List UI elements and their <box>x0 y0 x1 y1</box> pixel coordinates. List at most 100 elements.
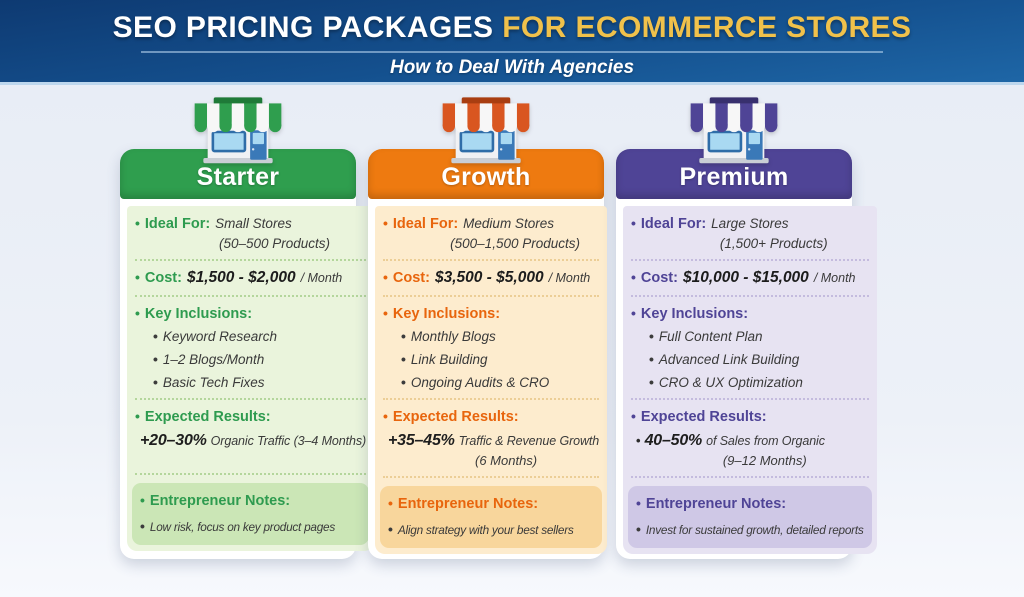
section-divider <box>383 476 600 478</box>
bullet: • <box>153 328 158 344</box>
section-divider <box>631 476 869 478</box>
expected-results-label: Expected Results: <box>640 409 767 425</box>
inclusion-item: • Basic Tech Fixes <box>153 374 265 390</box>
notes-label: Entrepreneur Notes: <box>397 496 539 512</box>
section-divider <box>631 259 869 261</box>
inclusion-item: • Monthly Blogs <box>401 328 496 344</box>
inclusion-item: • Advanced Link Building <box>649 351 800 367</box>
bullet: • <box>135 408 140 424</box>
title-main: SEO PRICING PACKAGES <box>112 11 503 44</box>
cost-section: • Cost: $1,500 - $2,000 / Month <box>135 269 366 287</box>
notes-value: Low risk, focus on key product pages <box>149 520 336 534</box>
inclusion-item: • Keyword Research <box>153 328 277 344</box>
bullet: • <box>383 305 388 321</box>
section-divider <box>631 398 869 400</box>
storefront-icon <box>434 92 538 172</box>
pricing-card-premium: Premium • Ideal For: Large Stores (1,500+ … <box>616 97 877 559</box>
bullet: • <box>631 305 636 321</box>
tier-name: Growth <box>441 163 531 191</box>
cost-value: $3,500 - $5,000 <box>434 269 544 286</box>
ideal-for-label: Ideal For: <box>640 216 707 232</box>
cost-label: Cost: <box>144 270 182 286</box>
bullet: • <box>388 495 393 511</box>
bullet: • <box>649 374 654 390</box>
key-inclusions-section: • Key Inclusions: • Full Content Plan • Adv… <box>631 305 869 390</box>
storefront-icon <box>186 92 290 172</box>
entrepreneur-notes-panel: • Entrepreneur Notes: • Align strategy wit… <box>380 486 603 548</box>
bullet: • <box>383 408 388 424</box>
ideal-for-sub: (500–1,500 Products) <box>450 236 580 251</box>
banner-divider <box>141 51 883 53</box>
header-banner: SEO PRICING PACKAGES FOR ECOMMERCE STORE… <box>0 0 1024 85</box>
bullet: • <box>636 521 641 537</box>
ideal-for-section: • Ideal For: Medium Stores (500–1,500 Prod… <box>383 215 599 251</box>
ideal-for-sub: (50–500 Products) <box>218 236 331 251</box>
bullet: • <box>135 215 140 231</box>
results-bullet: • <box>636 433 641 448</box>
bullet: • <box>135 269 140 285</box>
results-highlight: +20–30% <box>140 432 207 449</box>
entrepreneur-notes-panel: • Entrepreneur Notes: • Invest for sustain… <box>628 486 872 548</box>
section-divider <box>383 259 600 261</box>
bullet: • <box>388 521 393 537</box>
pricing-card-growth: Growth • Ideal For: Medium Stores (500–1,5… <box>368 97 608 559</box>
results-text: Organic Traffic (3–4 Months) <box>210 434 367 448</box>
cost-value: $1,500 - $2,000 <box>186 269 296 286</box>
section-divider <box>135 259 367 261</box>
expected-results-section: • Expected Results: • 40–50% of Sales from … <box>631 408 869 468</box>
inclusion-item: • Full Content Plan <box>649 328 763 344</box>
bullet: • <box>140 492 145 508</box>
bullet: • <box>401 328 406 344</box>
ideal-for-label: Ideal For: <box>144 216 211 232</box>
notes-label: Entrepreneur Notes: <box>645 496 787 512</box>
ideal-for-section: • Ideal For: Large Stores (1,500+ Products… <box>631 215 869 251</box>
key-inclusions-section: • Key Inclusions: • Monthly Blogs • Link Bu… <box>383 305 599 390</box>
pricing-card-starter: Starter • Ideal For: Small Stores (50–500 … <box>120 97 375 559</box>
bullet: • <box>401 351 406 367</box>
section-divider <box>383 295 600 297</box>
ideal-for-value: Large Stores <box>711 216 789 231</box>
entrepreneur-notes-panel: • Entrepreneur Notes: • Low risk, focus on… <box>132 483 370 545</box>
inclusion-item: • Link Building <box>401 351 488 367</box>
section-divider <box>631 295 869 297</box>
bullet: • <box>649 351 654 367</box>
pricing-cards-row: Starter • Ideal For: Small Stores (50–500 … <box>0 97 998 559</box>
title-accent: FOR ECOMMERCE STORES <box>502 11 912 44</box>
tier-header: Starter <box>120 149 356 199</box>
results-sub: (6 Months) <box>475 453 538 468</box>
inclusion-item: • 1–2 Blogs/Month <box>153 351 265 367</box>
section-divider <box>135 398 367 400</box>
bullet: • <box>135 305 140 321</box>
bullet: • <box>649 328 654 344</box>
cost-section: • Cost: $3,500 - $5,000 / Month <box>383 269 599 287</box>
expected-results-section: • Expected Results: +35–45% Traffic & Reve… <box>383 408 599 468</box>
card-body: • Ideal For: Small Stores (50–500 Products… <box>120 199 375 559</box>
bullet: • <box>636 495 641 511</box>
bullet: • <box>153 351 158 367</box>
bullet: • <box>631 408 636 424</box>
cost-suffix: / Month <box>548 271 591 285</box>
cost-label: Cost: <box>392 270 430 286</box>
expected-results-label: Expected Results: <box>144 409 271 425</box>
results-text: of Sales from Organic <box>706 434 825 448</box>
key-inclusions-label: Key Inclusions: <box>144 306 253 322</box>
expected-results-label: Expected Results: <box>392 409 519 425</box>
cost-value: $10,000 - $15,000 <box>682 269 809 286</box>
section-divider <box>383 398 600 400</box>
storefront-icon <box>682 92 786 172</box>
notes-value: Invest for sustained growth, detailed re… <box>645 523 864 537</box>
ideal-for-label: Ideal For: <box>392 216 459 232</box>
section-divider <box>135 473 367 475</box>
bullet: • <box>140 518 145 534</box>
notes-value: Align strategy with your best sellers <box>397 523 574 537</box>
notes-label: Entrepreneur Notes: <box>149 493 291 509</box>
key-inclusions-label: Key Inclusions: <box>392 306 501 322</box>
tier-name: Starter <box>196 163 280 191</box>
expected-results-section: • Expected Results: +20–30% Organic Traffi… <box>135 408 366 450</box>
bullet: • <box>631 215 636 231</box>
cost-label: Cost: <box>640 270 678 286</box>
ideal-for-value: Medium Stores <box>463 216 554 231</box>
results-text: Traffic & Revenue Growth <box>458 434 600 448</box>
page-subtitle: How to Deal With Agencies <box>389 57 635 78</box>
bullet: • <box>401 374 406 390</box>
